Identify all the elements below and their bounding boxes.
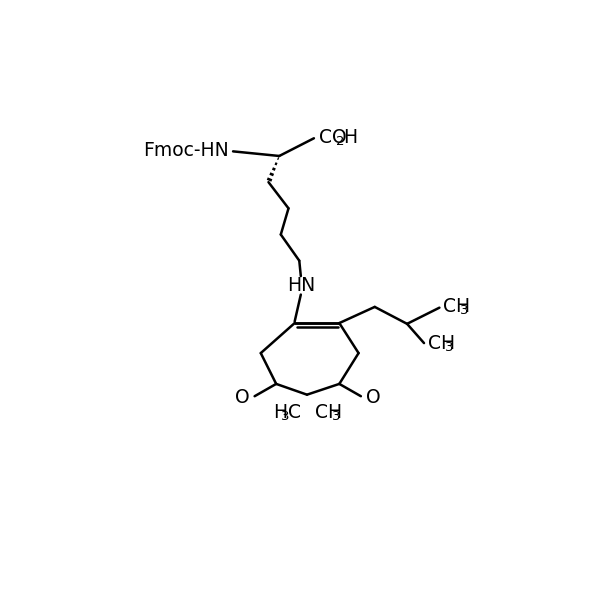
Text: 3: 3 <box>331 410 340 423</box>
Text: O: O <box>235 388 249 407</box>
Text: Fmoc-HN: Fmoc-HN <box>143 141 229 160</box>
Text: CO: CO <box>319 128 347 147</box>
Text: 3: 3 <box>445 341 454 354</box>
Text: 3: 3 <box>460 304 469 317</box>
Text: CH: CH <box>315 403 342 422</box>
Text: CH: CH <box>443 298 471 317</box>
Text: CH: CH <box>428 334 455 353</box>
Text: O: O <box>366 388 381 407</box>
Text: H: H <box>343 128 358 147</box>
Text: HN: HN <box>287 276 315 295</box>
Text: 2: 2 <box>336 135 345 148</box>
Text: 3: 3 <box>281 410 289 423</box>
Text: C: C <box>288 403 301 422</box>
Text: H: H <box>273 403 287 422</box>
